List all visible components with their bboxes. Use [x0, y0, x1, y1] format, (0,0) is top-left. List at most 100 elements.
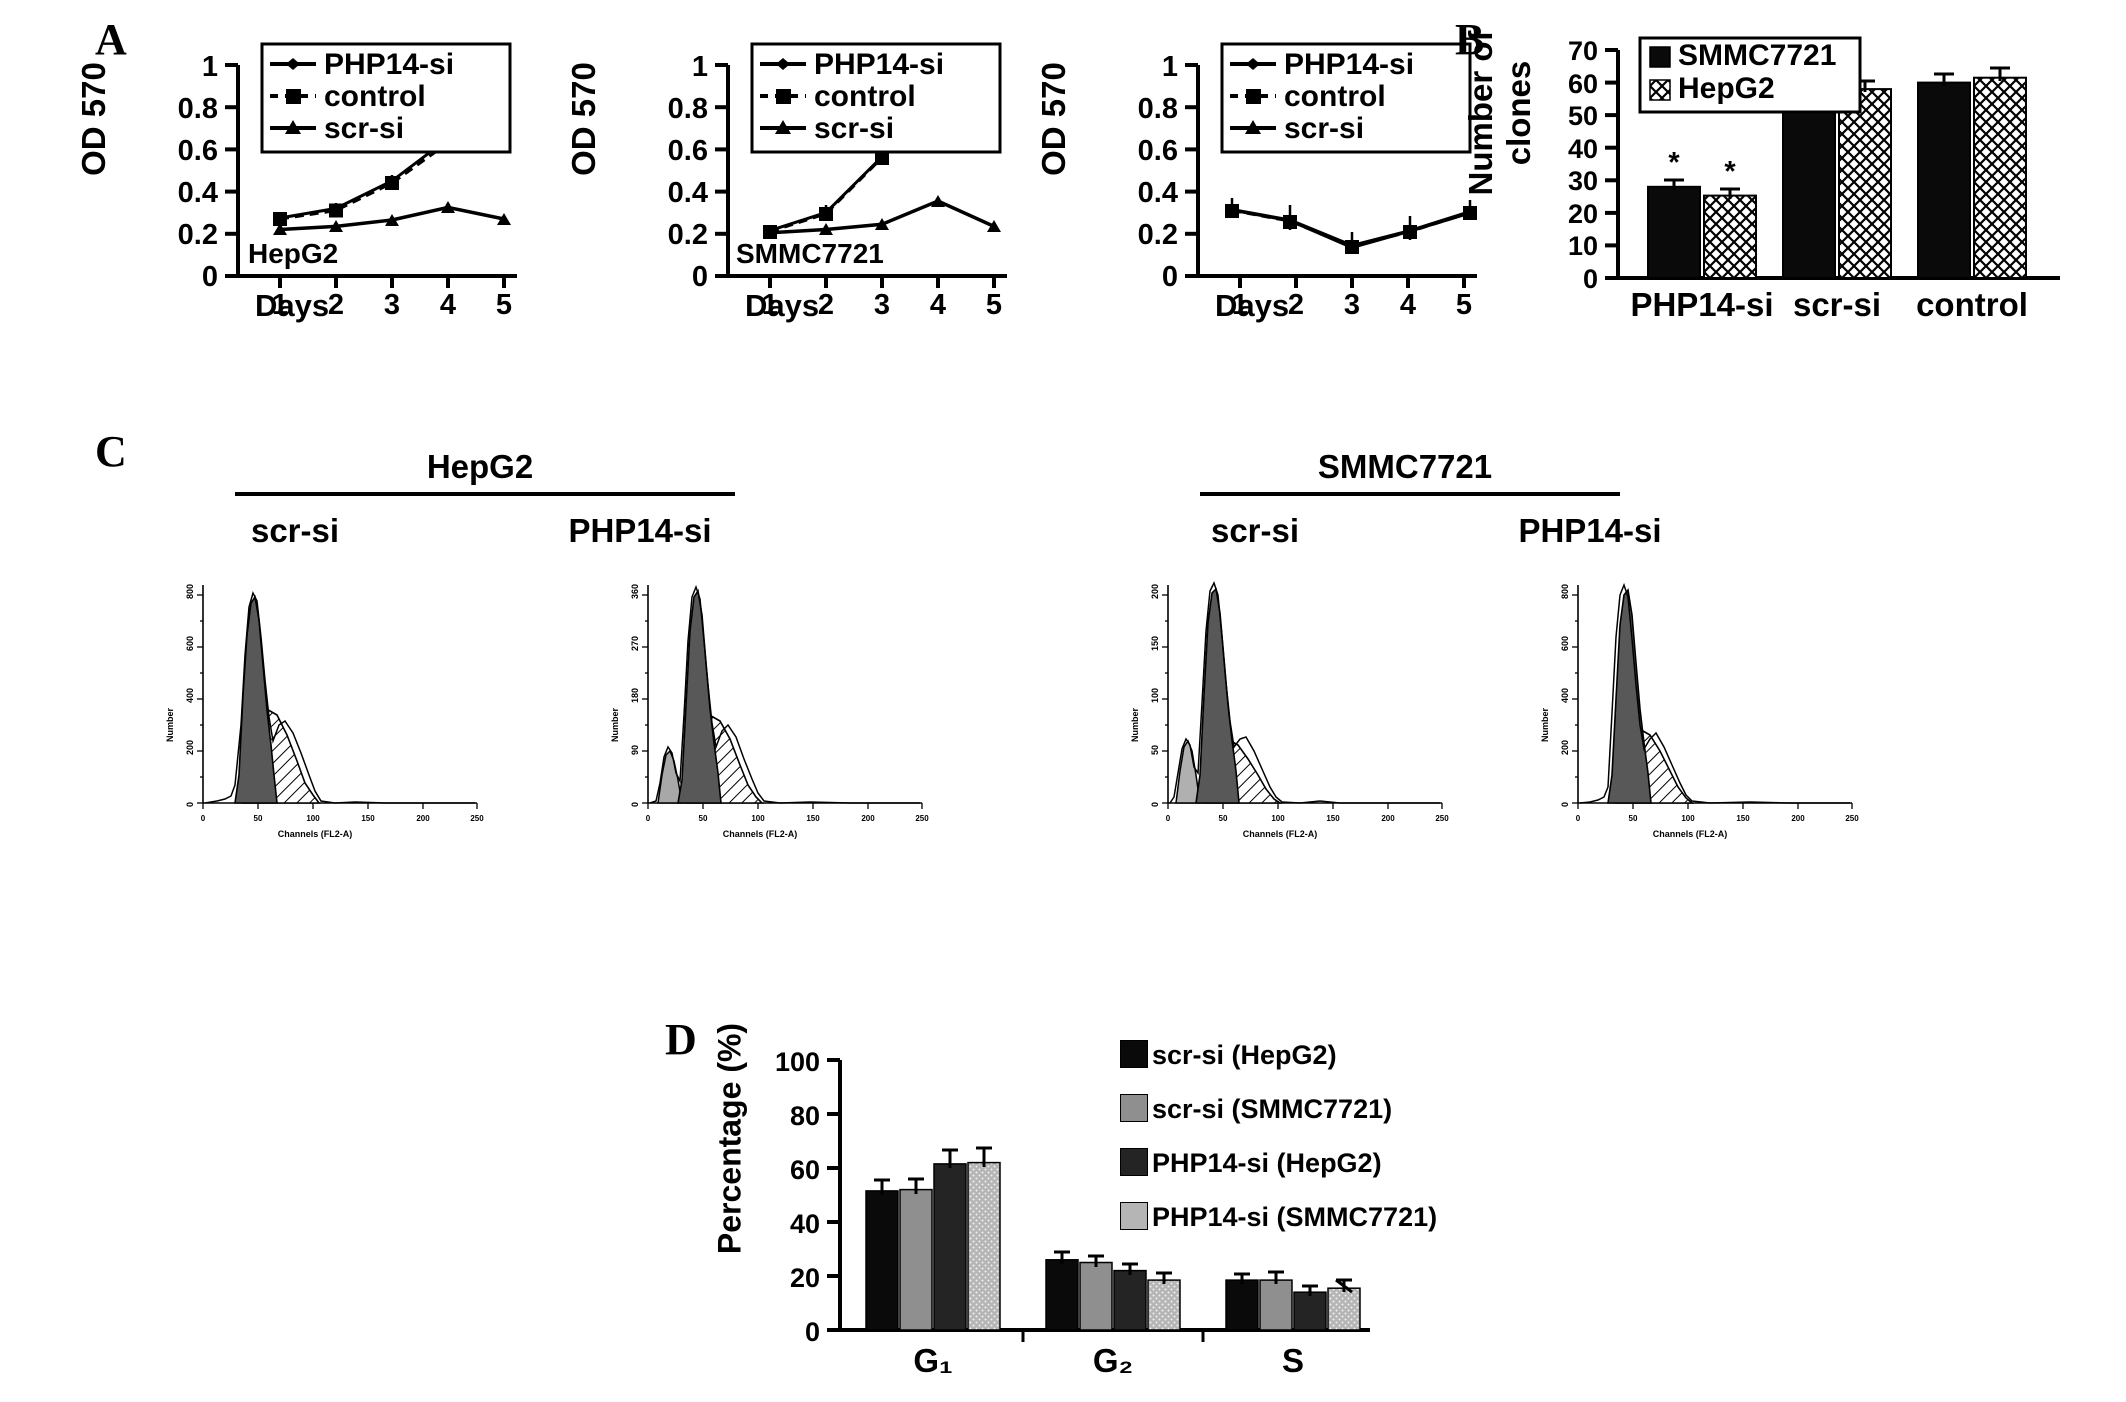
- x-tick-1: 1: [1232, 289, 1248, 321]
- panel-d-chart: 100 80 60 40 20 0: [720, 1030, 1420, 1390]
- legend-swatch-smmc7721: [1649, 46, 1671, 68]
- g1-peak: [1607, 588, 1652, 804]
- bar-php14si-smmc: [1327, 1287, 1361, 1331]
- legend-label-hepg2: HepG2: [1678, 72, 1775, 105]
- legend-row-scrsi-hepg2: scr-si (HepG2): [1120, 1040, 1437, 1071]
- panel-b-letter: B: [1455, 15, 1485, 64]
- legend-label-scrsi: scr-si: [814, 112, 894, 145]
- x-tick-1: 1: [272, 289, 288, 321]
- panel-b-ylabel: Number of clones: [1462, 30, 1537, 196]
- series-control-line: [279, 135, 505, 221]
- flow-x-tick-250: 250: [915, 814, 929, 823]
- y-tick-0: 0: [202, 261, 218, 293]
- flow-x-tick-50: 50: [1629, 814, 1638, 823]
- flow-x-tick-100: 100: [1271, 814, 1285, 823]
- flow-x-tick-0: 0: [646, 814, 651, 823]
- flow-x-tick-250: 250: [470, 814, 484, 823]
- legend-marker-square: [776, 89, 791, 104]
- y-tick-80: 80: [790, 1101, 820, 1131]
- flow-xlabel: Channels (FL2-A): [1243, 829, 1318, 839]
- bar-php14si-smmc: [967, 1161, 1001, 1331]
- y-tick-02: 0.2: [1138, 219, 1178, 251]
- panel-c-group-smmc-title: SMMC7721: [1317, 448, 1493, 485]
- flow-xlabel: Channels (FL2-A): [723, 829, 798, 839]
- flow-y-tick-4: 800: [185, 584, 195, 599]
- bar-smmc7721: [1647, 185, 1701, 279]
- flow-y-tick-2: 400: [185, 688, 195, 703]
- flow-y-tick-0: 0: [185, 802, 195, 807]
- legend-marker-diamond: [1246, 58, 1260, 70]
- y-tick-06: 0.6: [1138, 135, 1178, 167]
- histogram-trace: [204, 590, 475, 804]
- legend-label-scrsi-smmc: scr-si (SMMC7721): [1152, 1094, 1393, 1124]
- y-tick-60: 60: [790, 1155, 820, 1185]
- flow-y-tick-2: 100: [1150, 688, 1160, 703]
- y-tick-20: 20: [1568, 199, 1598, 229]
- panel-a-chart-third: 1 0.8 0.6 0.4 0.2 0 1 2 3 4 5: [1080, 20, 1500, 321]
- flow-ylabel: Number: [610, 708, 620, 743]
- bar-scrsi-hepg2: [1225, 1279, 1259, 1331]
- flow-x-tick-200: 200: [416, 814, 430, 823]
- legend-swatch-scrsi-hepg2: [1120, 1040, 1148, 1068]
- legend-box: [1638, 36, 1862, 114]
- flow-ylabel: Number: [1130, 708, 1140, 743]
- y-tick-04: 0.4: [178, 177, 218, 209]
- panel-c-cond-smmc-php14si: PHP14-si: [1518, 512, 1662, 549]
- flow-x-tick-250: 250: [1435, 814, 1449, 823]
- bar-hepg2: [1703, 194, 1757, 280]
- panel-a-ylabel-3: OD 570: [1035, 62, 1072, 176]
- y-tick-1: 1: [692, 51, 708, 83]
- y-tick-06: 0.6: [178, 135, 218, 167]
- panel-a-xlabel-1: Days: [255, 288, 330, 323]
- legend-label-control: control: [1284, 80, 1386, 113]
- flow-y-tick-3: 600: [1560, 636, 1570, 651]
- flow-plot-smmc-php14si: 800 600 400 200 0 Number 0 50 100 150 20…: [1530, 575, 1860, 865]
- bar-scrsi-smmc: [899, 1188, 933, 1331]
- flow-y-tick-0: 0: [1150, 802, 1160, 807]
- y-tick-06: 0.6: [668, 135, 708, 167]
- panel-a-chart-smmc7721: 1 0.8 0.6 0.4 0.2 0 1 2 3 4 5 SMMC7721: [610, 20, 1030, 321]
- legend-swatch-hepg2: [1649, 79, 1671, 101]
- panel-d-letter: D: [665, 1015, 697, 1064]
- legend-label-php14si: PHP14-si: [324, 48, 454, 81]
- x-tick-5: 5: [986, 289, 1002, 321]
- flow-y-tick-3: 600: [185, 636, 195, 651]
- significance-star-1: *: [1668, 147, 1680, 179]
- flow-xlabel: Channels (FL2-A): [278, 829, 353, 839]
- cellline-label: SMMC7721: [736, 238, 884, 269]
- x-tick-3: 3: [874, 289, 890, 321]
- flow-x-tick-200: 200: [1791, 814, 1805, 823]
- y-tick-02: 0.2: [668, 219, 708, 251]
- y-tick-02: 0.2: [178, 219, 218, 251]
- flow-x-tick-50: 50: [699, 814, 708, 823]
- bar-group-g1: [865, 1146, 1001, 1331]
- y-tick-08: 0.8: [668, 93, 708, 125]
- histogram-trace: [649, 584, 920, 804]
- legend-label-php14si-smmc: PHP14-si (SMMC7721): [1152, 1202, 1438, 1232]
- flow-y-tick-4: 360: [630, 584, 640, 599]
- flow-x-tick-150: 150: [361, 814, 375, 823]
- flow-x-tick-100: 100: [1681, 814, 1695, 823]
- x-tick-3: 3: [1344, 289, 1360, 321]
- x-tick-3: 3: [384, 289, 400, 321]
- y-tick-20: 20: [790, 1263, 820, 1293]
- legend-row-php14si-hepg2: PHP14-si (HepG2): [1120, 1148, 1437, 1179]
- legend-marker-square: [1246, 89, 1261, 104]
- bar-scrsi-hepg2: [865, 1190, 899, 1331]
- flow-y-tick-3: 150: [1150, 636, 1160, 651]
- y-tick-70: 70: [1568, 36, 1598, 66]
- panel-c-letter: C: [95, 427, 127, 476]
- flow-ylabel: Number: [165, 708, 175, 743]
- sub-g1-peak: [1175, 739, 1201, 804]
- legend-marker-triangle: [775, 120, 791, 134]
- flow-y-tick-4: 800: [1560, 584, 1570, 599]
- flow-plot-smmc-scrsi: 200 150 100 50 0 Number 0 50 100 150 200…: [1120, 575, 1450, 865]
- panel-d-legend: scr-si (HepG2) scr-si (SMMC7721) PHP14-s…: [1120, 1040, 1437, 1233]
- legend-swatch-php14si-smmc: [1120, 1202, 1148, 1230]
- bar-group-scrsi: [1782, 79, 1892, 280]
- flow-x-tick-200: 200: [1381, 814, 1395, 823]
- bar-hepg2: [1838, 88, 1892, 279]
- x-tick-2: 2: [818, 289, 834, 321]
- flow-x-tick-50: 50: [1219, 814, 1228, 823]
- legend-label-smmc7721: SMMC7721: [1678, 39, 1836, 72]
